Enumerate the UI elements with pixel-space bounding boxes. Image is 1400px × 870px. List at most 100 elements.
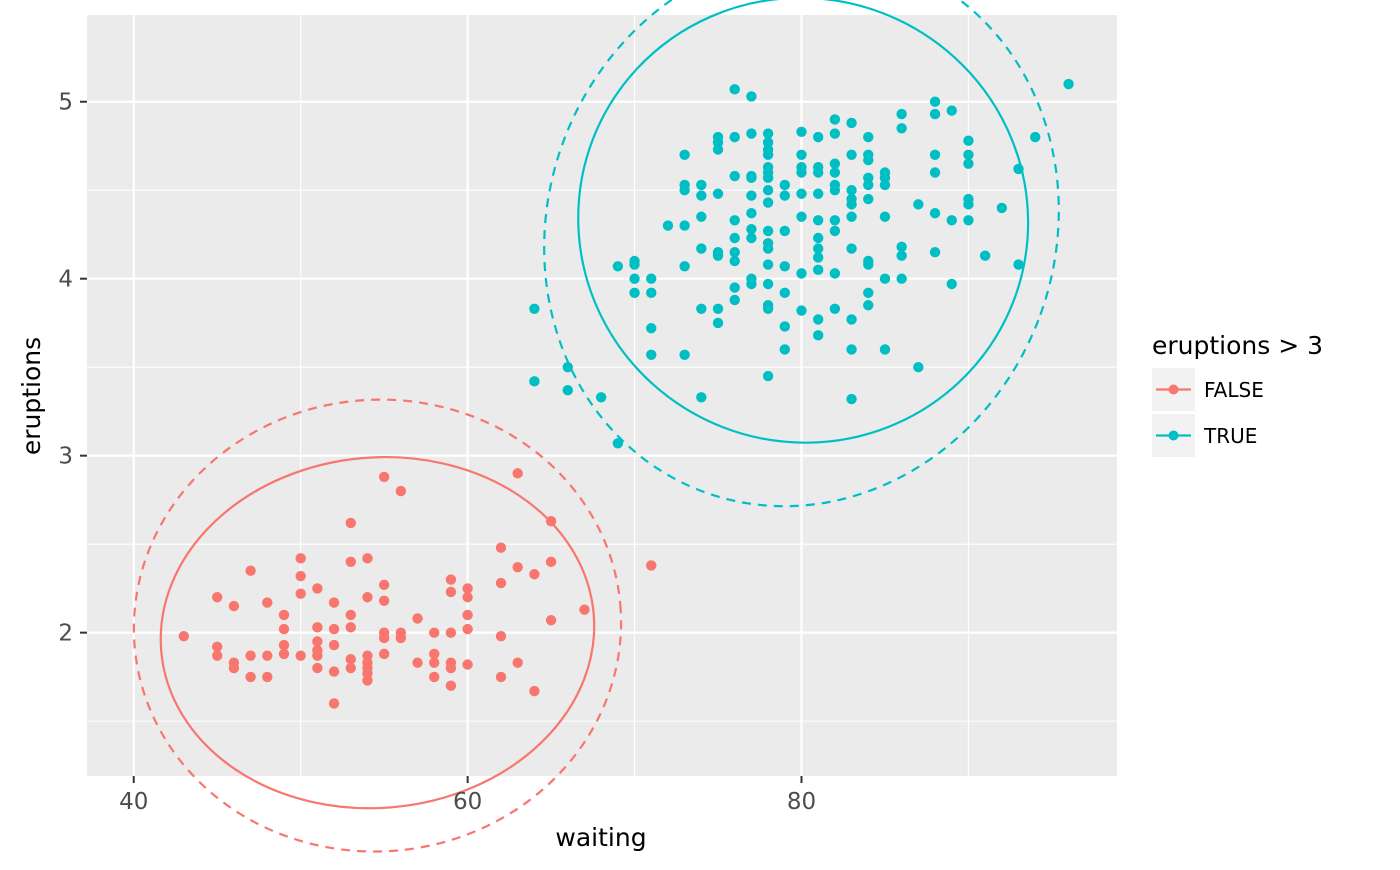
point-true: [729, 255, 740, 267]
point-true: [696, 303, 707, 314]
legend-key-point: [1168, 384, 1179, 395]
point-false: [462, 623, 473, 635]
point-true: [779, 287, 790, 299]
point-false: [345, 609, 356, 621]
point-true: [796, 126, 807, 138]
point-true: [762, 300, 774, 311]
point-true: [812, 162, 824, 173]
legend: eruptions > 3 FALSE TRUE: [1152, 331, 1323, 457]
point-false: [345, 653, 356, 665]
point-false: [579, 604, 590, 615]
point-true: [746, 208, 757, 219]
point-true: [746, 190, 757, 201]
point-false: [228, 657, 240, 668]
point-true: [746, 170, 757, 182]
point-true: [746, 91, 757, 102]
point-true: [829, 128, 841, 139]
y-axis-title: eruptions: [17, 337, 46, 455]
point-true: [863, 287, 874, 299]
point-true: [846, 314, 857, 325]
x-tick-label: 40: [119, 789, 148, 815]
major-gridlines: [87, 15, 1117, 776]
point-true: [796, 162, 807, 173]
point-false: [295, 570, 306, 582]
x-tick-label: 80: [787, 789, 816, 815]
point-false: [362, 592, 373, 603]
point-true: [963, 158, 974, 169]
point-true: [712, 303, 724, 314]
point-true: [796, 149, 807, 161]
point-true: [562, 361, 573, 373]
point-true: [762, 185, 774, 196]
point-true: [929, 108, 941, 120]
point-false: [328, 597, 340, 608]
point-true: [529, 376, 540, 387]
point-false: [545, 556, 557, 568]
point-true: [762, 238, 774, 249]
point-true: [646, 287, 657, 299]
point-true: [762, 370, 774, 382]
point-true: [696, 392, 707, 403]
point-true: [946, 215, 957, 226]
point-true: [662, 220, 674, 231]
point-true: [729, 131, 740, 143]
point-false: [429, 627, 440, 638]
point-true: [712, 246, 724, 258]
point-true: [762, 137, 774, 148]
legend-label: TRUE: [1203, 424, 1257, 448]
point-false: [345, 517, 356, 529]
point-true: [762, 225, 774, 237]
point-false: [212, 641, 223, 653]
point-false: [445, 657, 457, 668]
point-true: [879, 211, 891, 222]
point-false: [395, 627, 407, 638]
point-true: [796, 268, 807, 279]
legend-key-point: [1168, 430, 1179, 441]
point-true: [812, 131, 824, 143]
point-true: [779, 321, 790, 332]
point-true: [629, 273, 640, 284]
point-true: [829, 179, 841, 191]
point-true: [812, 330, 824, 341]
point-false: [245, 650, 256, 661]
point-false: [462, 583, 473, 594]
point-true: [646, 349, 657, 360]
point-false: [445, 586, 457, 598]
point-true: [629, 255, 640, 267]
point-false: [412, 657, 423, 668]
point-true: [946, 105, 957, 116]
point-true: [929, 208, 941, 219]
y-tick-label: 4: [58, 267, 73, 293]
point-false: [278, 609, 290, 621]
point-true: [612, 438, 624, 449]
point-true: [846, 185, 857, 196]
point-true: [812, 215, 824, 226]
point-true: [963, 215, 974, 226]
point-true: [746, 128, 757, 139]
point-false: [328, 639, 340, 651]
solid-ellipse-false: [159, 455, 596, 810]
point-true: [896, 108, 907, 120]
point-true: [796, 211, 807, 222]
point-true: [1030, 131, 1041, 143]
point-true: [812, 188, 824, 199]
y-tick-label: 5: [58, 90, 73, 116]
point-false: [278, 648, 290, 660]
point-true: [846, 117, 857, 129]
point-false: [228, 600, 240, 612]
point-true: [846, 243, 857, 254]
point-false: [262, 671, 273, 683]
legend-item-false: FALSE: [1152, 368, 1264, 411]
point-true: [629, 287, 640, 299]
point-true: [796, 188, 807, 199]
legend-item-true: TRUE: [1152, 414, 1257, 457]
point-true: [979, 250, 991, 261]
point-true: [829, 215, 841, 226]
point-true: [729, 246, 740, 258]
point-true: [779, 261, 790, 272]
point-true: [863, 300, 874, 311]
point-true: [913, 361, 924, 373]
point-false: [212, 592, 223, 603]
axes: 40 60 80 2 3 4 5: [58, 90, 816, 815]
point-true: [896, 241, 907, 253]
